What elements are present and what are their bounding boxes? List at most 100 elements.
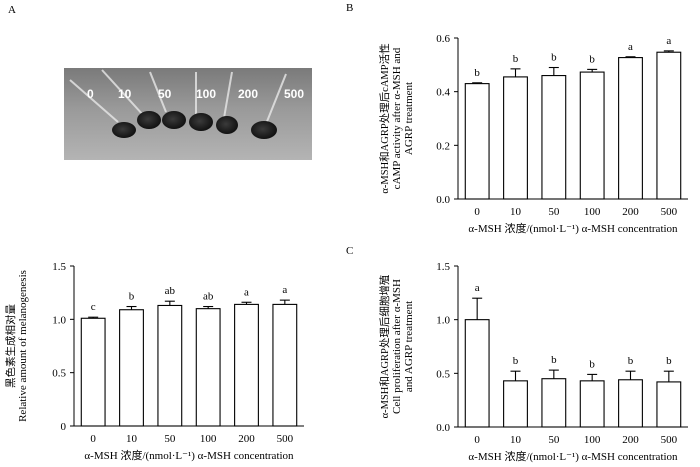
y-tick-label: 0.0: [436, 422, 450, 434]
x-axis-label-cn: α-MSH 浓度/(nmol·L⁻¹): [468, 449, 581, 463]
pellet-100: [189, 113, 213, 131]
y-tick-label: 0.5: [436, 368, 450, 380]
significance-letter: b: [513, 355, 519, 367]
x-axis-label-cn: α-MSH 浓度/(nmol·L⁻¹): [84, 448, 197, 462]
tube-label-500: 500: [284, 87, 304, 101]
y-tick-label: 0.6: [436, 33, 450, 45]
chart-melanogenesis: 0 0.5 1.0 1.5 c 0 b 10 ab 50 ab 100 a 200 a 500 α-MSH 浓度…: [4, 261, 304, 462]
significance-letter: b: [551, 354, 557, 366]
y-axis-label: 黑色素生成相对量: [4, 304, 17, 388]
significance-letter: b: [628, 355, 634, 367]
x-tick-label: 200: [238, 433, 255, 445]
x-tick-label: 200: [622, 434, 639, 446]
chart-camp: B 0.0 0.2 0.4 0.6 b 0 b 10 b 50 b 100 a 200 a 500 α-MSH 浓…: [346, 2, 688, 235]
significance-letter: b: [589, 358, 595, 370]
significance-letter: b: [589, 53, 595, 65]
y-tick-label: 1.5: [436, 261, 450, 273]
x-tick-label: 500: [277, 433, 294, 445]
y-axis-label: and AGRP treatment: [403, 301, 415, 392]
tube-label-100: 100: [196, 87, 216, 101]
y-axis-label: cAMP activity after α-MSH and: [391, 47, 403, 189]
bar: [464, 319, 490, 428]
y-axis-label: AGRP treatment: [403, 82, 415, 155]
x-tick-label: 100: [584, 434, 601, 446]
significance-letter: ab: [203, 291, 214, 303]
y-tick-label: 0: [61, 421, 67, 433]
x-axis-label-en: α-MSH concentration: [198, 450, 294, 462]
chart-proliferation: C 0.0 0.5 1.0 1.5 a 0 b 10 b 50 b 100 b 200 b 500 α-MSH 浓…: [346, 245, 688, 463]
tube-label-0: 0: [87, 87, 94, 101]
bar: [503, 380, 528, 428]
tube-label-50: 50: [158, 87, 172, 101]
y-tick-label: 0.4: [436, 87, 450, 99]
y-tick-label: 0.5: [52, 368, 66, 380]
x-tick-label: 500: [661, 206, 678, 218]
x-axis-label: α-MSH 浓度/(nmol·L⁻¹) α-MSH concentration: [468, 449, 678, 463]
y-axis-label: Relative amount of melanogenesis: [17, 270, 29, 422]
x-tick-label: 100: [584, 206, 601, 218]
pellet-10: [137, 111, 161, 129]
significance-letter: b: [474, 67, 480, 79]
significance-letter: c: [91, 301, 96, 313]
x-tick-label: 0: [474, 206, 480, 218]
bar: [541, 378, 567, 428]
y-tick-label: 0.0: [436, 194, 450, 206]
y-axis-label: α-MSH和AGRP处理后cAMP活性: [378, 43, 391, 193]
bar: [80, 317, 106, 427]
significance-letter: a: [282, 284, 287, 296]
significance-letter: b: [666, 355, 672, 367]
tube-label-200: 200: [238, 87, 258, 101]
pellet-50: [162, 111, 186, 129]
significance-letter: a: [475, 282, 480, 294]
tube-label-10: 10: [118, 87, 132, 101]
panel-letter: C: [346, 245, 353, 257]
panel-a-letter: A: [8, 4, 16, 16]
bar: [272, 303, 298, 427]
bar: [195, 308, 221, 427]
x-axis-label: α-MSH 浓度/(nmol·L⁻¹) α-MSH concentration: [468, 221, 678, 235]
bar: [579, 380, 605, 428]
x-tick-label: 0: [474, 434, 480, 446]
y-tick-label: 0.2: [436, 140, 450, 152]
tube-photo: 0 10 50 100 200 500: [64, 68, 312, 160]
bar: [464, 83, 490, 200]
x-tick-label: 50: [548, 206, 560, 218]
x-tick-label: 10: [126, 433, 138, 445]
x-axis-label-en: α-MSH concentration: [582, 451, 678, 463]
bar: [541, 75, 567, 200]
y-tick-label: 1.0: [436, 315, 450, 327]
bar: [234, 303, 259, 427]
significance-letter: b: [129, 291, 135, 303]
photo-background: [64, 68, 312, 160]
bar: [618, 379, 643, 428]
bar: [656, 381, 682, 428]
panel-letter: B: [346, 2, 353, 14]
bar: [157, 304, 183, 427]
significance-letter: a: [628, 41, 633, 53]
x-tick-label: 50: [164, 433, 176, 445]
pellet-0: [112, 122, 136, 138]
x-tick-label: 100: [200, 433, 217, 445]
significance-letter: b: [513, 53, 519, 65]
x-tick-label: 200: [622, 206, 639, 218]
x-tick-label: 50: [548, 434, 560, 446]
bar: [618, 57, 643, 200]
bar: [656, 51, 682, 200]
significance-letter: b: [551, 52, 557, 64]
x-axis-label-en: α-MSH concentration: [582, 223, 678, 235]
pellet-200: [216, 116, 238, 134]
bar: [579, 71, 605, 200]
pellet-500: [251, 121, 277, 139]
x-tick-label: 0: [90, 433, 96, 445]
bar: [503, 76, 528, 200]
bar: [119, 309, 144, 427]
x-axis-label: α-MSH 浓度/(nmol·L⁻¹) α-MSH concentration: [84, 448, 294, 462]
significance-letter: a: [666, 35, 671, 47]
significance-letter: ab: [165, 285, 176, 297]
y-tick-label: 1.5: [52, 261, 66, 273]
x-tick-label: 10: [510, 206, 522, 218]
y-axis-label: Cell proliferation after α-MSH: [391, 279, 403, 414]
x-tick-label: 500: [661, 434, 678, 446]
x-tick-label: 10: [510, 434, 522, 446]
